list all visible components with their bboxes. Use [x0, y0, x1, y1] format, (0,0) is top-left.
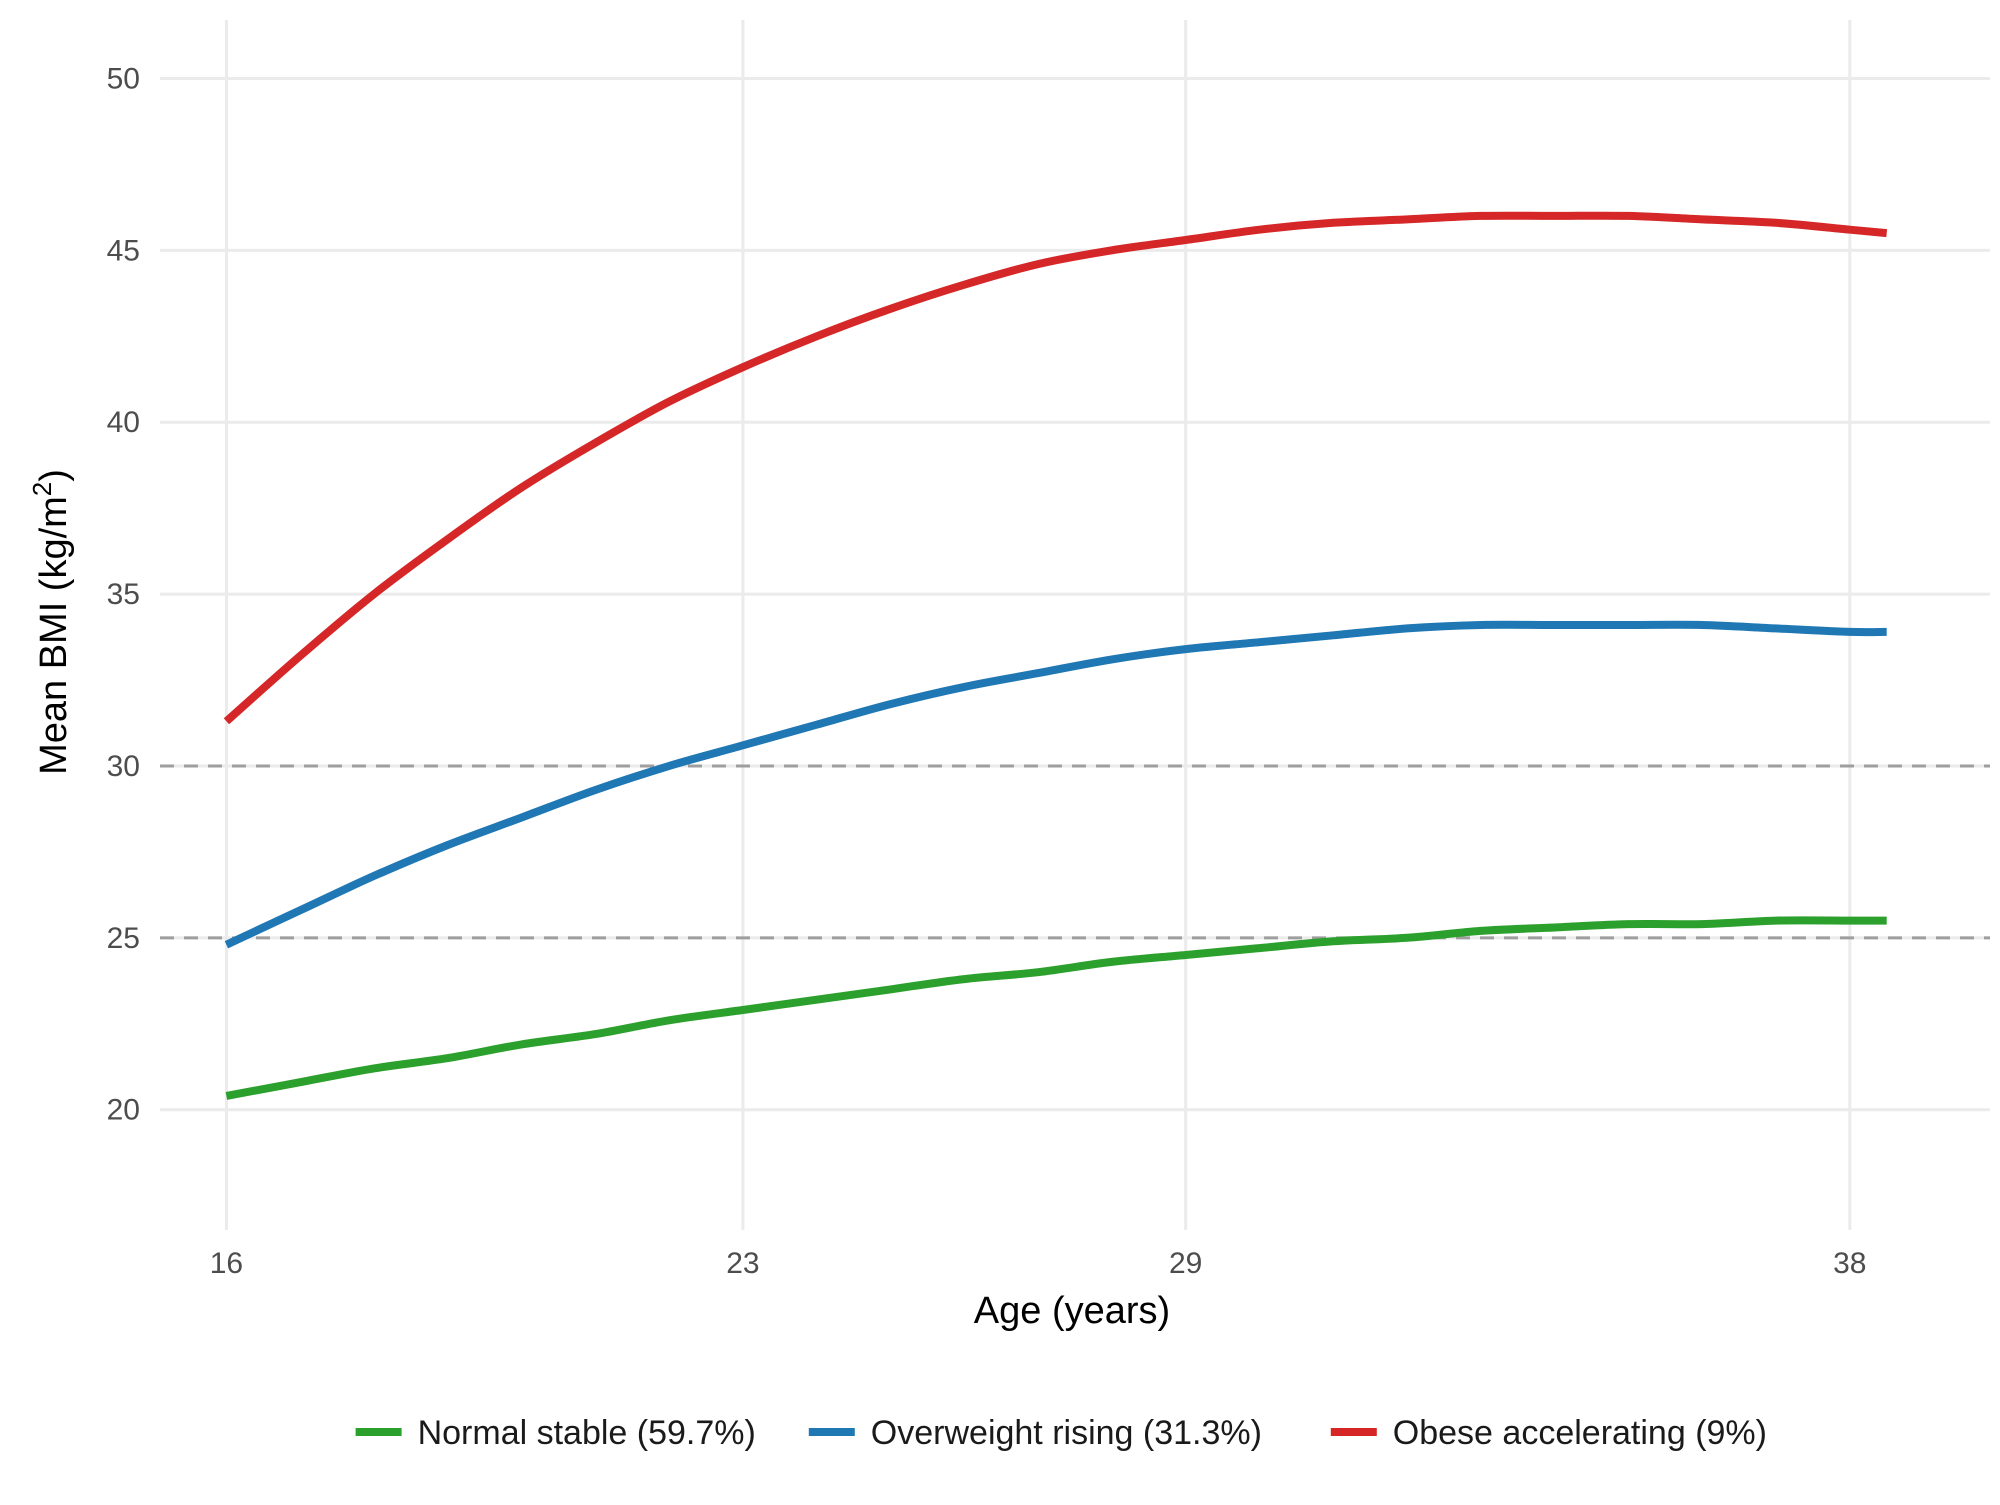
legend-item-overweight-rising: Overweight rising (31.3%)	[808, 1414, 1262, 1452]
legend-label: Overweight rising (31.3%)	[871, 1414, 1262, 1452]
x-tick-label: 29	[1169, 1247, 1202, 1280]
y-tick-label: 50	[107, 62, 140, 95]
legend-item-normal-stable: Normal stable (59.7%)	[355, 1414, 756, 1452]
series-line-normal-stable	[225, 916, 1887, 1100]
series-line-obese-accelerating	[223, 211, 1888, 725]
x-axis-title: Age (years)	[974, 1290, 1170, 1332]
y-tick-label: 30	[107, 750, 140, 783]
x-tick-label: 16	[210, 1247, 243, 1280]
legend-label: Normal stable (59.7%)	[418, 1414, 756, 1452]
y-tick-label: 20	[107, 1094, 140, 1127]
x-tick-label: 38	[1833, 1247, 1866, 1280]
legend: Normal stable (59.7%) Overweight rising (…	[355, 1414, 1767, 1452]
y-tick-label: 45	[107, 234, 140, 267]
series-line-overweight-rising	[224, 620, 1887, 949]
y-axis-title-main: Mean BMI (kg/m	[33, 496, 75, 775]
grid-lines	[160, 20, 1990, 1230]
y-axis-title-superscript: 2	[27, 482, 57, 496]
y-tick-label: 25	[107, 922, 140, 955]
legend-label: Obese accelerating (9%)	[1393, 1414, 1767, 1452]
y-tick-label: 40	[107, 406, 140, 439]
series-lines	[223, 211, 1888, 1100]
x-tick-label: 23	[726, 1247, 759, 1280]
reference-lines	[160, 764, 1990, 940]
tick-labels: 20 25 30 35 40 45 50 16 23 29 38	[107, 62, 1867, 1280]
legend-item-obese-accelerating: Obese accelerating (9%)	[1330, 1414, 1767, 1452]
y-tick-label: 35	[107, 578, 140, 611]
y-axis-title-suffix: )	[33, 469, 75, 482]
y-axis-title: Mean BMI (kg/m2)	[27, 469, 75, 775]
